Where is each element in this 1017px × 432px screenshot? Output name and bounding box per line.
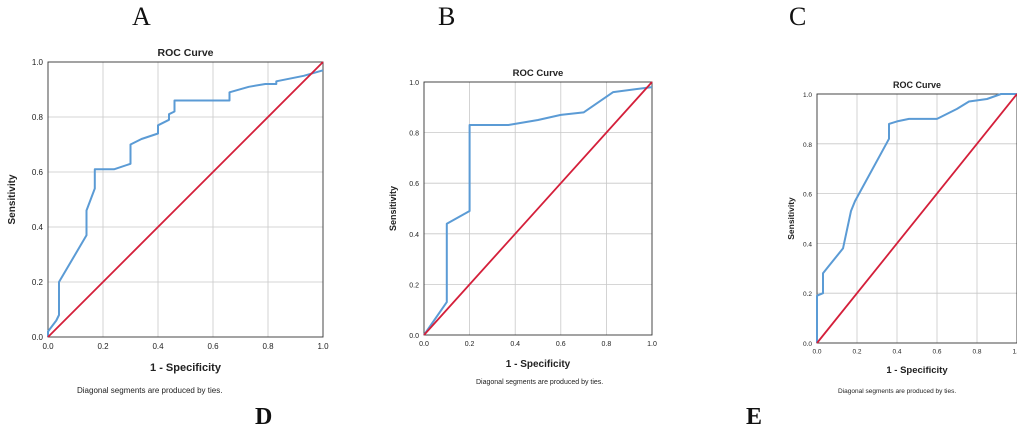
panel-letter-e: E bbox=[746, 404, 763, 430]
y-tick-label: 0.8 bbox=[803, 142, 812, 149]
y-tick-label: 0.2 bbox=[803, 291, 812, 298]
y-axis-label: Sensitivity bbox=[388, 186, 398, 231]
x-tick-label: 0.8 bbox=[602, 341, 612, 348]
x-tick-label: 0.4 bbox=[510, 341, 520, 348]
panel-letter-b: B bbox=[438, 2, 456, 31]
x-tick-label: 0.2 bbox=[852, 349, 861, 356]
chart-title: ROC Curve bbox=[893, 80, 941, 90]
x-tick-label: 1.0 bbox=[1012, 349, 1017, 356]
x-tick-label: 0.6 bbox=[207, 342, 219, 351]
roc-chart-c: 0.0 0.2 0.4 0.6 0.8 1.0 0.0 0.2 0.4 0.6 0.8 1.0 ROC … bbox=[786, 80, 1017, 395]
panel-letter-c: C bbox=[789, 2, 807, 31]
y-tick-label: 0.2 bbox=[409, 282, 419, 289]
plot-frame bbox=[816, 93, 1017, 344]
y-tick-label: 0.6 bbox=[409, 181, 419, 188]
y-tick-label: 0.8 bbox=[409, 131, 419, 138]
roc-chart-b: 0.0 0.2 0.4 0.6 0.8 1.0 0.0 0.2 0.4 0.6 0.8 1.0 ROC … bbox=[388, 68, 657, 386]
chart-footnote: Diagonal segments are produced by ties. bbox=[77, 386, 222, 395]
chart-footnote: Diagonal segments are produced by ties. bbox=[476, 379, 603, 386]
y-tick-label: 0.0 bbox=[32, 333, 44, 342]
x-axis-label: 1 - Specificity bbox=[886, 365, 948, 376]
y-tick-label: 0.8 bbox=[32, 113, 44, 122]
x-tick-label: 0.0 bbox=[812, 349, 821, 356]
x-tick-label: 0.0 bbox=[419, 341, 429, 348]
x-tick-label: 0.4 bbox=[152, 342, 164, 351]
x-tick-label: 1.0 bbox=[647, 341, 657, 348]
panel-letter-a: A bbox=[132, 2, 151, 31]
y-tick-label: 0.2 bbox=[32, 278, 44, 287]
x-tick-label: 0.8 bbox=[262, 342, 274, 351]
y-tick-label: 1.0 bbox=[32, 58, 44, 67]
y-tick-label: 0.4 bbox=[32, 223, 44, 232]
x-tick-label: 0.4 bbox=[892, 349, 901, 356]
x-axis-label: 1 - Specificity bbox=[150, 362, 222, 374]
roc-curve-line bbox=[816, 93, 1017, 343]
chart-footnote: Diagonal segments are produced by ties. bbox=[838, 388, 956, 395]
x-tick-label: 1.0 bbox=[317, 342, 329, 351]
panel-letter-d: D bbox=[255, 404, 273, 430]
y-tick-label: 1.0 bbox=[803, 92, 812, 99]
plot-frame bbox=[423, 81, 653, 336]
y-tick-label: 0.4 bbox=[409, 232, 419, 239]
y-tick-label: 0.0 bbox=[409, 333, 419, 340]
y-tick-label: 0.4 bbox=[803, 241, 812, 248]
y-tick-label: 0.6 bbox=[803, 192, 812, 199]
x-tick-label: 0.8 bbox=[972, 349, 981, 356]
y-tick-label: 0.6 bbox=[32, 168, 44, 177]
x-tick-label: 0.6 bbox=[932, 349, 941, 356]
y-tick-label: 1.0 bbox=[409, 80, 419, 87]
x-tick-label: 0.0 bbox=[42, 342, 54, 351]
y-tick-label: 0.0 bbox=[803, 341, 812, 348]
roc-curve-line bbox=[423, 86, 653, 336]
reference-diagonal-line bbox=[423, 81, 653, 336]
chart-title: ROC Curve bbox=[513, 68, 564, 79]
plot-frame bbox=[47, 61, 324, 338]
reference-diagonal-line bbox=[816, 93, 1017, 344]
x-axis-label: 1 - Specificity bbox=[506, 359, 571, 370]
y-axis-label: Sensitivity bbox=[786, 197, 796, 240]
x-tick-label: 0.6 bbox=[556, 341, 566, 348]
roc-curve-line bbox=[47, 69, 324, 337]
x-tick-label: 0.2 bbox=[465, 341, 475, 348]
y-axis-label: Sensitivity bbox=[7, 174, 18, 224]
x-tick-label: 0.2 bbox=[97, 342, 109, 351]
roc-chart-a: 0.0 0.2 0.4 0.6 0.8 1.0 0.0 0.2 0.4 0.6 0.8 1.0 ROC … bbox=[7, 47, 329, 395]
reference-diagonal-line bbox=[47, 61, 324, 338]
chart-title: ROC Curve bbox=[157, 47, 213, 59]
